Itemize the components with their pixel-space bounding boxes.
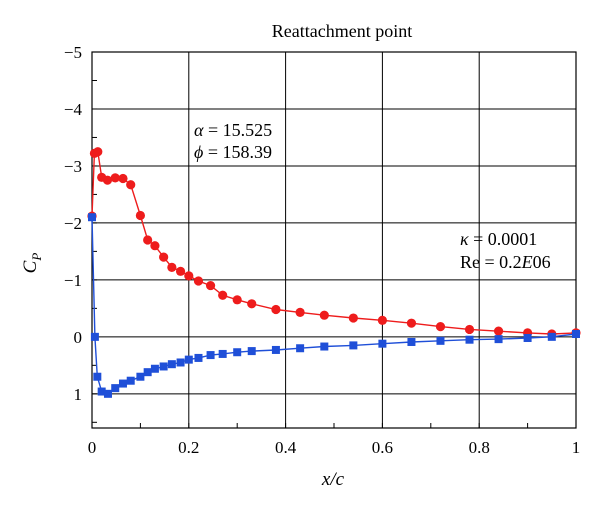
data-point-circle xyxy=(118,173,128,184)
annotation-alpha: α = 15.525 xyxy=(194,120,272,140)
data-point-square xyxy=(167,360,176,369)
annotation-reynolds: Re = 0.2E06 xyxy=(460,252,551,272)
data-point-square xyxy=(118,379,127,388)
series-layer xyxy=(87,147,581,398)
data-point-circle xyxy=(435,321,446,332)
data-point-square xyxy=(436,336,445,345)
kappa-value: = 0.0001 xyxy=(469,229,538,249)
x-tick-label: 0.2 xyxy=(178,438,199,457)
annotation-phi: ϕ = 158.39 xyxy=(194,142,272,162)
data-point-circle xyxy=(406,318,417,328)
data-point-square xyxy=(136,372,145,381)
data-point-circle xyxy=(271,304,281,315)
data-point-square xyxy=(126,376,135,385)
data-point-square xyxy=(320,342,329,351)
data-point-circle xyxy=(493,326,504,336)
data-point-circle xyxy=(247,299,257,309)
grid xyxy=(91,51,577,428)
data-point-circle xyxy=(175,266,186,276)
data-point-square xyxy=(184,355,193,364)
x-tick-label: 0 xyxy=(88,438,97,457)
y-tick-label: −4 xyxy=(64,100,83,119)
data-point-square xyxy=(349,341,358,350)
data-point-circle xyxy=(143,235,153,245)
x-tick-labels: 0 0.2 0.4 0.6 0.8 1 xyxy=(88,438,581,457)
data-point-circle xyxy=(295,307,305,317)
x-tick-label: 1 xyxy=(572,438,581,457)
phi-value: = 158.39 xyxy=(203,142,272,162)
re-prefix: Re = 0.2 xyxy=(460,252,522,272)
x-tick-label: 0.6 xyxy=(372,438,393,457)
re-exponent-e: E xyxy=(521,252,533,272)
data-point-square xyxy=(233,348,242,357)
data-point-circle xyxy=(232,295,242,305)
data-point-circle xyxy=(464,324,475,335)
data-point-square xyxy=(465,335,474,344)
data-point-circle xyxy=(167,262,177,272)
data-point-circle xyxy=(319,310,329,320)
kappa-symbol: κ xyxy=(460,229,469,249)
data-point-square xyxy=(378,339,387,348)
y-axis-label-main: C xyxy=(20,260,41,273)
y-axis-label-subscript: P xyxy=(29,253,44,262)
y-tick-label: 1 xyxy=(74,385,83,404)
data-point-circle xyxy=(110,173,120,183)
data-point-circle xyxy=(126,180,136,190)
phi-symbol: ϕ xyxy=(194,142,203,162)
y-tick-label: −1 xyxy=(64,271,82,290)
data-point-circle xyxy=(93,147,103,157)
data-point-square xyxy=(218,349,227,358)
data-point-square xyxy=(150,364,159,373)
data-point-square xyxy=(494,335,503,344)
data-point-square xyxy=(111,384,120,393)
data-point-square xyxy=(90,332,99,341)
data-point-square xyxy=(194,353,203,362)
y-axis-label: CP xyxy=(20,253,44,274)
data-point-square xyxy=(271,345,280,354)
data-point-square xyxy=(247,347,256,356)
y-tick-label: −2 xyxy=(64,214,82,233)
x-tick-label: 0.4 xyxy=(275,438,297,457)
data-point-circle xyxy=(159,252,169,262)
y-tick-label: 0 xyxy=(74,328,83,347)
data-point-circle xyxy=(205,280,216,291)
data-point-square xyxy=(103,389,112,398)
data-point-circle xyxy=(193,276,204,286)
data-point-circle xyxy=(102,175,113,185)
data-point-circle xyxy=(218,290,228,300)
data-point-circle xyxy=(135,210,145,221)
y-tick-label: −3 xyxy=(64,157,82,176)
data-point-square xyxy=(97,387,106,396)
data-point-square xyxy=(407,337,416,346)
x-tick-label: 0.8 xyxy=(469,438,490,457)
data-point-square xyxy=(143,368,152,377)
x-axis-label: x/c xyxy=(321,469,345,490)
data-point-square xyxy=(547,332,556,341)
alpha-value: = 15.525 xyxy=(203,120,272,140)
re-suffix: 06 xyxy=(533,252,551,272)
data-point-square xyxy=(88,213,96,222)
data-point-circle xyxy=(377,315,387,325)
y-tick-label: −5 xyxy=(64,43,82,62)
y-tick-labels: −5 −4 −3 −2 −1 0 1 xyxy=(64,43,83,404)
data-point-circle xyxy=(348,313,358,323)
data-point-circle xyxy=(184,271,194,281)
chart-title: Reattachment point xyxy=(272,21,412,41)
data-point-circle xyxy=(150,241,160,251)
data-point-square xyxy=(296,344,305,353)
annotation-kappa: κ = 0.0001 xyxy=(460,229,537,249)
data-point-square xyxy=(206,351,215,360)
data-point-square xyxy=(93,372,102,381)
data-point-square xyxy=(176,358,185,367)
data-point-square xyxy=(572,330,580,338)
alpha-symbol: α xyxy=(194,120,204,140)
data-point-square xyxy=(523,333,532,342)
data-point-square xyxy=(159,362,168,371)
series-square xyxy=(88,213,580,398)
